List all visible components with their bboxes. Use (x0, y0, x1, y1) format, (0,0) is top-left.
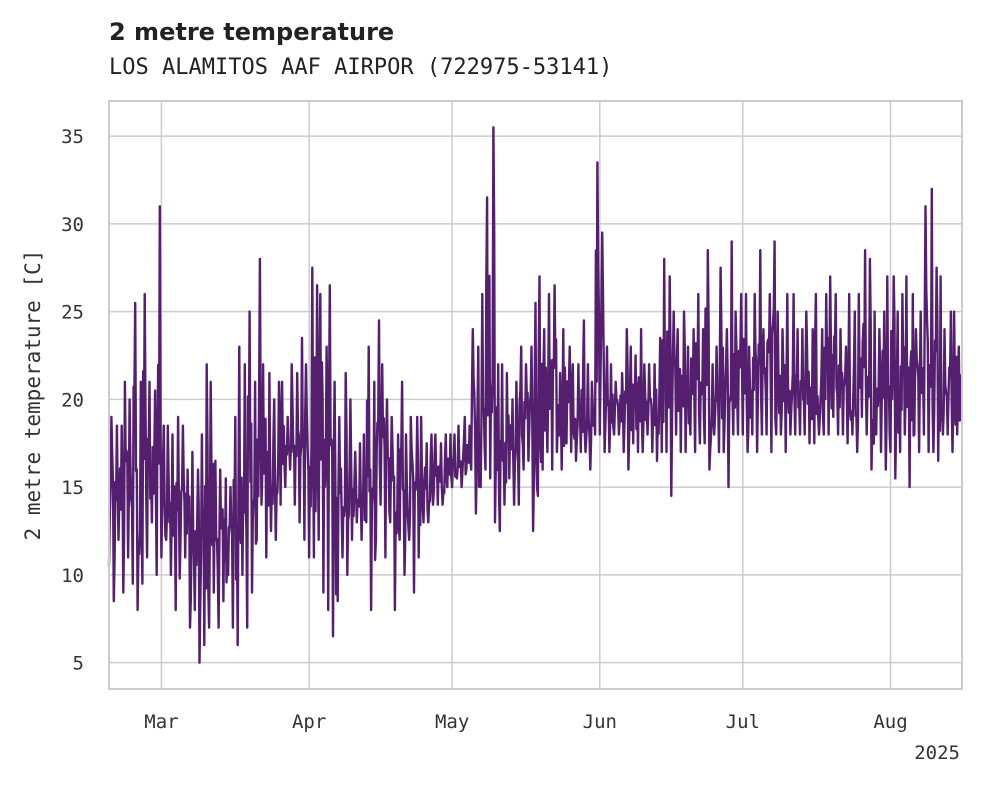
y-axis-label: 2 metre temperature [C] (21, 250, 45, 541)
x-tick-label: Apr (292, 711, 326, 733)
y-tick-label: 5 (73, 653, 84, 675)
y-tick-label: 15 (61, 477, 84, 499)
y-tick-label: 25 (61, 302, 84, 324)
x-tick-label: Aug (873, 711, 907, 733)
x-tick-label: Jul (726, 711, 760, 733)
x-offset-label: 2025 (914, 742, 960, 764)
y-tick-label: 30 (61, 214, 84, 236)
temperature-series-line (107, 126, 963, 664)
y-tick-label: 10 (61, 565, 84, 587)
x-tick-label: Jun (583, 711, 617, 733)
y-tick-label: 35 (61, 126, 84, 148)
x-tick-label: May (435, 711, 469, 733)
tick-labels: 5 10 15 20 25 30 35 Mar Apr May Jun Jul Aug (61, 126, 908, 733)
chart-title: 2 metre temperature (109, 18, 394, 46)
chart-subtitle: LOS ALAMITOS AAF AIRPOR (722975-53141) (109, 55, 612, 80)
y-tick-label: 20 (61, 389, 84, 411)
x-tick-label: Mar (144, 711, 178, 733)
plot-frame (108, 100, 963, 690)
series-layer (107, 126, 963, 664)
